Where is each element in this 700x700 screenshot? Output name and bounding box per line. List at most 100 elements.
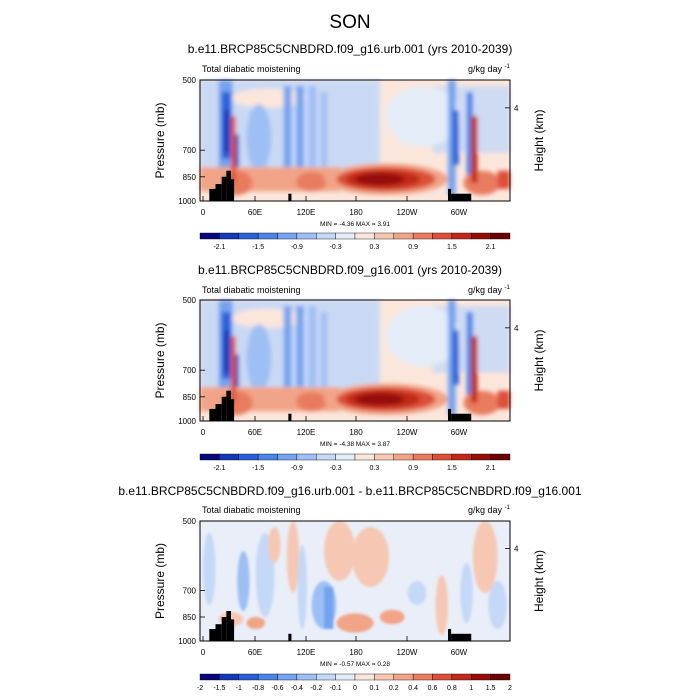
x-tick-label: 0: [201, 648, 206, 657]
topography-mask: [215, 404, 222, 421]
x-tick-label: 0: [201, 208, 206, 217]
colorbar-label: -2: [197, 685, 203, 692]
colorbar-swatch: [257, 673, 278, 681]
colorbar-label: 0.9: [408, 244, 418, 251]
y-axis-label: Pressure (mb): [153, 102, 167, 178]
colorbar-swatch: [412, 232, 433, 240]
x-tick-label: 60W: [451, 648, 468, 657]
colorbar-swatch: [219, 453, 239, 461]
colorbar-label: 2.1: [486, 465, 496, 472]
colorbar-swatch: [257, 232, 278, 240]
colorbar-swatch: [354, 232, 375, 240]
colorbar-swatch: [432, 673, 453, 681]
x-tick-label: 120W: [397, 648, 418, 657]
colorbar-swatch: [490, 232, 511, 240]
units-label: g/kg day -1: [468, 64, 510, 74]
y2-axis-label: Height (km): [532, 550, 546, 612]
panel-title: b.e11.BRCP85C5CNBDRD.f09_g16.urb.001 (yr…: [187, 42, 513, 56]
colorbar-swatch: [296, 453, 317, 461]
colorbar-label: -0.3: [330, 465, 342, 472]
plot-frame: [199, 79, 511, 202]
y-tick-label: 1000: [178, 417, 196, 426]
topography-mask: [226, 170, 231, 201]
y-tick-label: 700: [183, 366, 197, 375]
colorbar-label: 0: [353, 685, 357, 692]
colorbar-swatch: [277, 453, 298, 461]
colorbar-swatch: [354, 453, 375, 461]
colorbar-label: -1: [236, 685, 242, 692]
colorbar-swatch: [316, 232, 336, 240]
topography-mask: [448, 408, 452, 421]
y-tick-label: 500: [183, 296, 197, 305]
topography-mask: [209, 629, 219, 641]
colorbar-swatch: [432, 453, 453, 461]
topography-mask: [231, 619, 235, 641]
colorbar-label: -0.9: [291, 244, 303, 251]
y2-axis-label: Height (km): [532, 109, 546, 171]
colorbar-label: -2.1: [213, 465, 225, 472]
colorbar-swatch: [199, 673, 220, 681]
y-tick-label: 850: [183, 393, 197, 402]
colorbar-swatch: [199, 453, 220, 461]
colorbar-swatch: [374, 232, 394, 240]
colorbar-swatch: [219, 232, 239, 240]
heatmap-plot-3: 500 700 850 1000 4 Pressure (mb) Height (km) 0 6…: [153, 517, 546, 692]
colorbar-swatch: [393, 673, 414, 681]
colorbar-label: 0.1: [370, 685, 380, 692]
colorbar: -2.1 -1.5 -0.9 -0.3 0.3 0.9 1.5 2.1: [199, 232, 511, 251]
field-label: Total diabatic moistening: [202, 285, 301, 295]
x-tick-label: 120W: [397, 428, 418, 437]
panel-title: b.e11.BRCP85C5CNBDRD.f09_g16.001 (yrs 20…: [198, 263, 502, 277]
y2-tick-label: 4: [514, 324, 519, 333]
colorbar-swatch: [238, 673, 259, 681]
colorbar-label: 0.4: [408, 685, 418, 692]
y2-tick-label: 4: [514, 545, 519, 554]
colorbar-label: -1.5: [252, 244, 264, 251]
colorbar-label: -0.9: [291, 465, 303, 472]
colorbar-label: 0.3: [370, 465, 380, 472]
topography-mask: [451, 413, 472, 421]
colorbar-label: -1.5: [252, 465, 264, 472]
colorbar-swatch: [471, 232, 491, 240]
colorbar-label: 0.2: [389, 685, 399, 692]
colorbar-swatch: [238, 453, 259, 461]
y-tick-label: 850: [183, 613, 197, 622]
y-tick-label: 1000: [178, 197, 196, 206]
topography-mask: [215, 184, 222, 201]
colorbar-swatch: [335, 453, 356, 461]
colorbar: -2.1 -1.5 -0.9 -0.3 0.3 0.9 1.5 2.1: [199, 453, 511, 472]
colorbar-swatch: [219, 673, 239, 681]
topography-mask: [215, 624, 222, 641]
topography-mask: [226, 390, 231, 421]
topography-mask: [288, 633, 292, 641]
colorbar-label: -0.2: [310, 685, 322, 692]
y-tick-label: 700: [183, 587, 197, 596]
colorbar-swatch: [412, 453, 433, 461]
x-tick-label: 180: [349, 648, 363, 657]
x-tick-label: 180: [349, 428, 363, 437]
colorbar-swatch: [451, 673, 472, 681]
y-tick-label: 500: [183, 517, 197, 526]
x-tick-label: 120W: [397, 208, 418, 217]
y2-axis-label: Height (km): [532, 329, 546, 391]
colorbar-swatch: [316, 673, 336, 681]
heatmap-plot-2: 500 700 850 1000 4 Pressure (mb) Height (km) 0 6…: [153, 296, 546, 472]
panel-title: b.e11.BRCP85C5CNBDRD.f09_g16.urb.001 - b…: [118, 484, 582, 498]
colorbar-swatch: [335, 673, 356, 681]
topography-mask: [288, 193, 292, 201]
topography-mask: [221, 396, 227, 421]
colorbar-label: -1.5: [213, 685, 225, 692]
colorbar-label: 2.1: [486, 244, 496, 251]
colorbar-swatch: [412, 673, 433, 681]
y-tick-label: 1000: [178, 637, 196, 646]
topography-mask: [209, 408, 219, 421]
colorbar-label: 1: [469, 685, 473, 692]
units-label: g/kg day -1: [468, 285, 510, 295]
x-tick-label: 0: [201, 428, 206, 437]
colorbar-label: 0.6: [428, 685, 438, 692]
colorbar-label: -0.4: [291, 685, 303, 692]
colorbar-swatch: [451, 453, 472, 461]
colorbar-swatch: [490, 453, 511, 461]
colorbar-label: 0.3: [370, 244, 380, 251]
